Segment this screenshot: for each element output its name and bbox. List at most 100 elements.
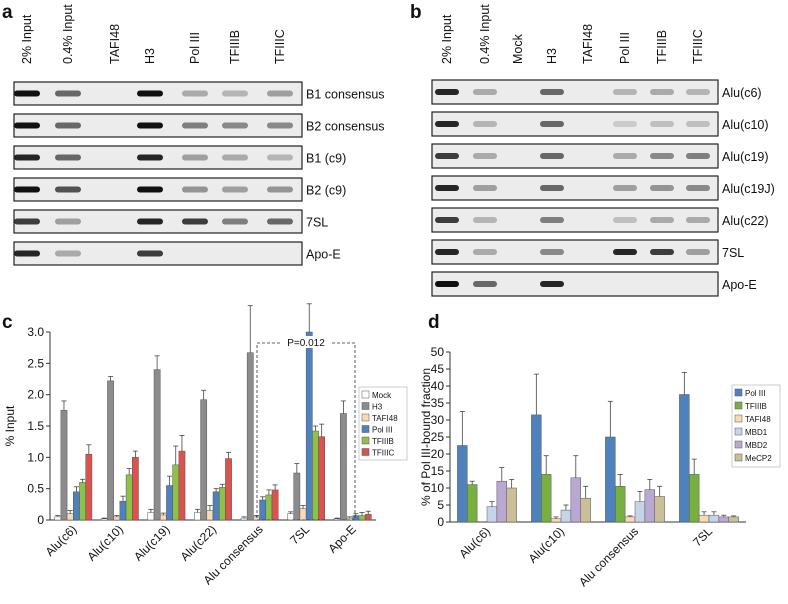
band	[14, 250, 40, 257]
band	[686, 217, 710, 223]
error-bar	[108, 376, 114, 381]
bar	[240, 517, 248, 521]
lane-label: H3	[143, 48, 157, 64]
band	[14, 90, 40, 97]
band	[540, 217, 564, 223]
y-tick-label: 3.0	[27, 325, 44, 339]
target-label: 7SL	[722, 246, 744, 260]
target-label: Alu(c6)	[722, 86, 762, 100]
error-bar	[489, 501, 495, 507]
lane-label: 0.4% Input	[478, 4, 492, 64]
band	[613, 185, 637, 191]
bar	[100, 518, 108, 521]
band	[540, 281, 564, 287]
band	[613, 121, 637, 127]
bar	[550, 518, 562, 523]
legend-label: Pol III	[745, 389, 765, 398]
gel-strip	[431, 111, 719, 137]
legend-swatch	[361, 436, 370, 445]
error-bar	[691, 458, 697, 475]
band	[55, 90, 81, 97]
error-bar	[173, 445, 179, 465]
error-bar	[55, 515, 61, 517]
error-bar	[260, 496, 266, 500]
error-bar	[160, 512, 166, 515]
bar	[265, 494, 273, 521]
error-bar	[657, 485, 663, 497]
error-bar	[553, 516, 559, 519]
target-label: B2 (c9)	[306, 184, 346, 198]
bar	[79, 482, 86, 521]
y-tick-label: 10	[431, 481, 445, 495]
bar	[125, 474, 133, 521]
gel-strip	[431, 175, 719, 201]
band	[473, 217, 497, 223]
x-tick-label: Alu(c19)	[131, 522, 172, 563]
bar	[352, 515, 360, 521]
band	[686, 185, 710, 191]
band	[613, 153, 637, 159]
bar	[253, 516, 260, 521]
bar	[718, 516, 729, 523]
bar	[178, 450, 186, 521]
x-tick-label: Alu(c10)	[526, 524, 567, 565]
legend-label: MBD1	[745, 428, 768, 437]
bar	[679, 394, 690, 523]
error-bar	[219, 483, 225, 488]
x-tick-label: 7SL	[287, 522, 312, 547]
lane-label: 2% Input	[20, 14, 34, 64]
error-bar	[154, 355, 160, 370]
bar	[689, 474, 700, 523]
bar	[318, 436, 326, 521]
band	[55, 186, 81, 193]
bar	[85, 453, 93, 521]
significance-box	[256, 342, 356, 521]
bar	[73, 491, 80, 521]
band	[137, 122, 163, 129]
band	[473, 281, 497, 287]
band	[55, 154, 81, 161]
error-bar	[469, 480, 475, 485]
legend-label: MeCP2	[745, 454, 772, 463]
band	[222, 218, 248, 225]
legend-swatch	[361, 448, 370, 456]
error-bar	[247, 305, 253, 353]
band	[473, 249, 497, 255]
target-label: Alu(c10)	[722, 118, 769, 132]
target-label: B2 consensus	[306, 120, 385, 134]
band	[435, 121, 459, 127]
band	[14, 186, 40, 193]
y-tick-label: 2.5	[27, 356, 44, 370]
band	[435, 89, 459, 95]
band	[613, 217, 637, 223]
y-tick-label: 1.0	[27, 450, 44, 464]
x-tick-label: 7SL	[690, 524, 715, 549]
gel-strip	[431, 207, 719, 233]
error-bar	[347, 516, 353, 519]
error-bar	[61, 400, 67, 411]
x-tick-label: Alu consensus	[576, 524, 641, 589]
y-tick-label: 25	[431, 430, 445, 444]
band	[222, 122, 248, 129]
band	[267, 154, 293, 161]
band	[540, 185, 564, 191]
band	[613, 89, 637, 95]
error-bar	[617, 473, 623, 487]
lane-label: H3	[545, 48, 559, 64]
bar	[153, 369, 161, 521]
error-bar	[114, 515, 120, 517]
y-tick-label: 2.0	[27, 388, 44, 402]
error-bar	[266, 489, 272, 495]
lane-label: TFIIIB	[655, 30, 669, 64]
panel-label: b	[410, 2, 422, 23]
band	[182, 218, 208, 225]
bar	[570, 477, 581, 523]
band	[473, 89, 497, 95]
bar	[147, 512, 155, 521]
error-bar	[126, 468, 132, 475]
target-label: Alu(c19J)	[722, 182, 775, 196]
bar	[364, 514, 372, 521]
target-label: B1 consensus	[306, 88, 385, 102]
error-bar	[213, 488, 219, 492]
bar	[271, 489, 279, 521]
